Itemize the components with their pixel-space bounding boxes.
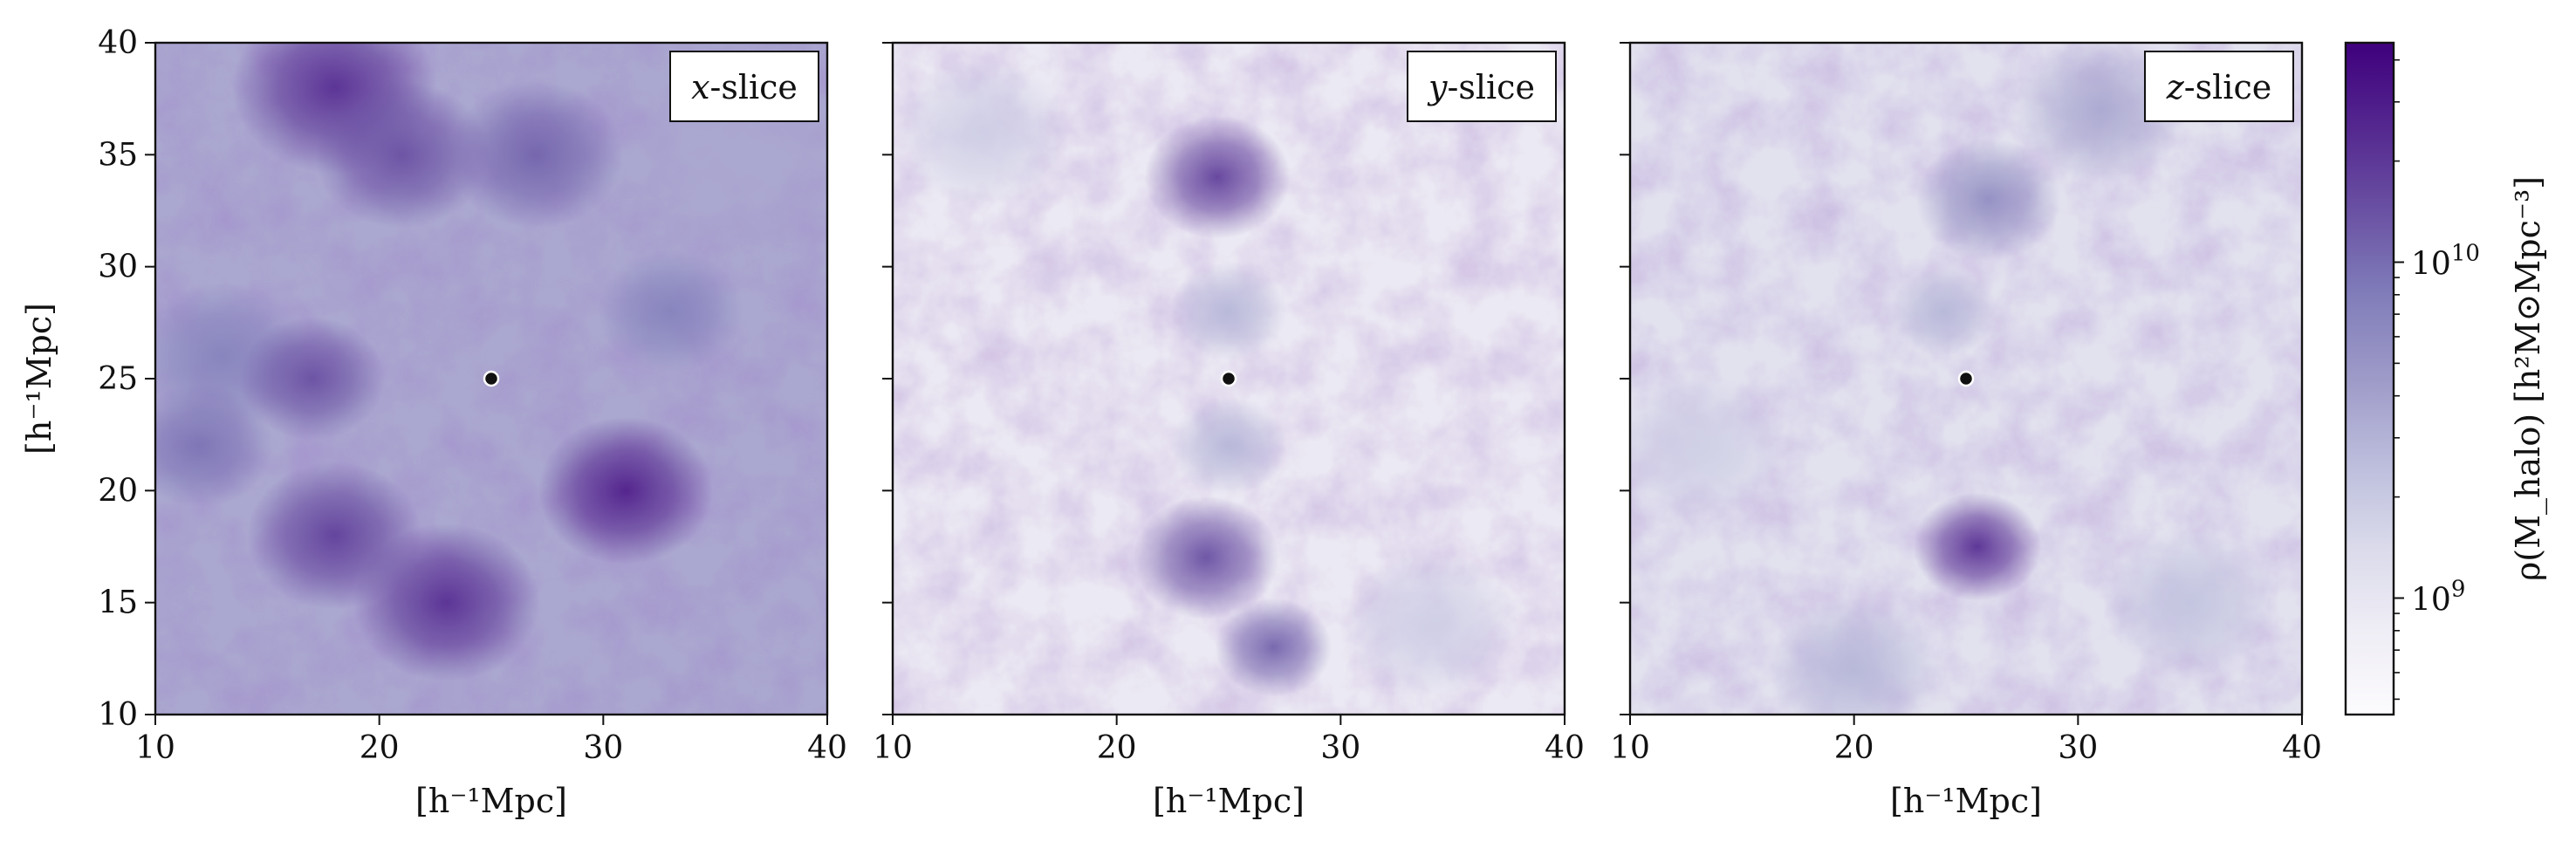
- colorbar-tick-label: 1010: [2411, 240, 2480, 282]
- x-tick-label: 20: [1834, 730, 1874, 766]
- density-clump: [1630, 372, 1785, 520]
- y-tick-label: 20: [98, 473, 138, 509]
- slice-label: x-slice: [691, 68, 798, 106]
- x-tick-label: 20: [360, 730, 400, 766]
- x-tick-label: 30: [2058, 730, 2098, 766]
- density-clump: [894, 58, 1070, 207]
- density-clump: [1342, 551, 1518, 700]
- slice-label-variable: z: [2166, 68, 2185, 106]
- y-tick-label: 35: [98, 137, 138, 173]
- density-clump: [239, 317, 386, 441]
- density-clump: [597, 250, 743, 373]
- density-field: [1630, 43, 2302, 715]
- y-axis-label: [h⁻¹Mpc]: [20, 303, 58, 455]
- x-tick-label: 40: [1545, 730, 1585, 766]
- x-axis-label: [h⁻¹Mpc]: [1890, 782, 2042, 820]
- center-marker: [483, 370, 500, 387]
- density-clump: [1170, 396, 1287, 496]
- x-tick-label: 10: [873, 730, 913, 766]
- slice-label: y-slice: [1427, 68, 1535, 106]
- slice-label-suffix: -slice: [1448, 68, 1535, 106]
- density-clump: [1913, 492, 2042, 601]
- colorbar: 109 1010 ρ(M_halo) [h²M⊙Mpc⁻³]: [2344, 41, 2548, 716]
- y-tick-label: 40: [98, 25, 138, 61]
- density-clump: [1915, 138, 2062, 262]
- x-tick-label: 30: [583, 730, 623, 766]
- density-field: [893, 43, 1565, 715]
- x-axis-label: [h⁻¹Mpc]: [1153, 782, 1305, 820]
- x-tick-label: 10: [1610, 730, 1650, 766]
- x-tick-label: 40: [2282, 730, 2322, 766]
- density-clump: [538, 416, 714, 565]
- density-clump: [1144, 115, 1291, 239]
- slice-label-box: [2144, 51, 2294, 122]
- x-tick-label: 30: [1320, 730, 1360, 766]
- colorbar-gradient: [2344, 41, 2395, 716]
- x-tick-label: 40: [807, 730, 847, 766]
- density-clump: [155, 384, 273, 508]
- slice-label-variable: y: [1427, 68, 1448, 106]
- slice-panel-x: 10 20 30 40 10 15 20 25 30 35 40 x-slice [h⁻¹Mpc] [h⁻…: [20, 25, 847, 820]
- y-tick-label: 30: [98, 250, 138, 285]
- y-tick-label: 15: [98, 585, 138, 621]
- slice-panel-z: 10 20 30 40 z-slice [h⁻¹Mpc]: [1610, 41, 2322, 820]
- slice-panel-y: 10 20 30 40 y-slice [h⁻¹Mpc]: [873, 41, 1585, 820]
- density-clump: [1766, 595, 1942, 715]
- slice-label: z-slice: [2166, 68, 2271, 106]
- density-clump: [314, 80, 490, 229]
- panels-group: 10 20 30 4010152025303540x-slice[h⁻¹Mpc][h⁻…: [20, 25, 2322, 820]
- slice-label-suffix: -slice: [710, 68, 798, 106]
- x-tick-label: 20: [1097, 730, 1137, 766]
- x-axis-label: [h⁻¹Mpc]: [415, 782, 567, 820]
- center-marker: [1957, 370, 1975, 387]
- slice-label-suffix: -slice: [2184, 68, 2271, 106]
- colorbar-tick-label: 109: [2411, 576, 2465, 618]
- slice-label-box: [669, 51, 819, 122]
- density-clump: [1170, 262, 1287, 361]
- colorbar-label: ρ(M_halo) [h²M⊙Mpc⁻³]: [2509, 176, 2548, 581]
- y-tick-label: 25: [98, 361, 138, 397]
- density-clump: [1133, 496, 1279, 619]
- center-marker: [1220, 370, 1237, 387]
- density-clump: [353, 523, 540, 682]
- x-tick-label: 10: [135, 730, 175, 766]
- y-tick-label: 10: [98, 697, 138, 733]
- density-clump: [449, 80, 624, 229]
- density-clump: [1891, 267, 1997, 356]
- density-clump: [1215, 598, 1333, 697]
- slice-label-box: [1407, 51, 1557, 122]
- slice-label-variable: x: [691, 68, 709, 106]
- density-clump: [2102, 528, 2278, 677]
